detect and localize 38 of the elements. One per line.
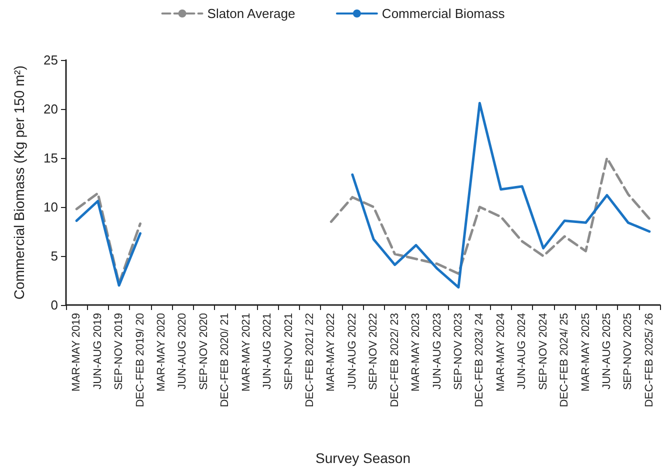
x-tick-label: DEC-FEB 2025/ 26 (643, 313, 656, 408)
x-tick-label: SEP-NOV 2024 (537, 313, 550, 390)
legend-label: Slaton Average (207, 6, 296, 21)
x-tick-label: SEP-NOV 2019 (113, 313, 126, 390)
x-tick-label: MAR-MAY 2019 (70, 313, 83, 392)
x-tick-label: SEP-NOV 2021 (282, 313, 295, 390)
x-tick-label: SEP-NOV 2025 (622, 313, 634, 390)
y-tick-label: 15 (44, 150, 58, 166)
x-tick-label: DEC-FEB 2019/ 20 (134, 313, 146, 408)
x-tick-label: JUN-AUG 2023 (431, 313, 444, 390)
y-tick-label: 25 (44, 52, 58, 68)
x-tick-label: DEC-FEB 2024/ 25 (558, 313, 571, 408)
x-tick-label: DEC-FEB 2020/ 21 (219, 313, 232, 408)
y-axis-title: Commercial Biomass (Kg per 150 m²) (11, 65, 27, 300)
x-tick-label: JUN-AUG 2020 (176, 313, 189, 390)
y-tick-label: 0 (50, 298, 58, 312)
x-tick-label: MAR-MAY 2025 (580, 313, 592, 392)
y-tick-label: 10 (44, 200, 58, 214)
x-tick-label: JUN-AUG 2021 (262, 313, 274, 390)
x-tick-label: DEC-FEB 2022/ 23 (388, 313, 401, 408)
x-tick-label: JUN-AUG 2022 (346, 313, 358, 390)
x-tick-label: MAR-MAY 2024 (494, 313, 507, 392)
y-tick-label: 20 (44, 102, 58, 116)
x-tick-label: SEP-NOV 2022 (368, 313, 380, 390)
x-tick-label: JUN-AUG 2024 (516, 313, 528, 390)
x-axis-title: Survey Season (316, 450, 410, 466)
x-tick-label: SEP-NOV 2020 (198, 313, 210, 390)
x-tick-label: MAR-MAY 2020 (155, 313, 168, 392)
x-tick-label: JUN-AUG 2025 (600, 313, 613, 390)
legend-label: Commercial Biomass (382, 6, 506, 21)
y-tick-label: 5 (50, 248, 58, 264)
x-tick-label: MAR-MAY 2022 (325, 313, 338, 392)
x-tick-label: DEC-FEB 2021/ 22 (304, 313, 316, 408)
x-tick-label: DEC-FEB 2023/ 24 (474, 313, 486, 408)
x-tick-label: MAR-MAY 2023 (410, 313, 422, 392)
x-tick-label: JUN-AUG 2019 (92, 313, 104, 390)
x-tick-label: MAR-MAY 2021 (240, 313, 252, 392)
x-tick-label: SEP-NOV 2023 (452, 313, 464, 390)
